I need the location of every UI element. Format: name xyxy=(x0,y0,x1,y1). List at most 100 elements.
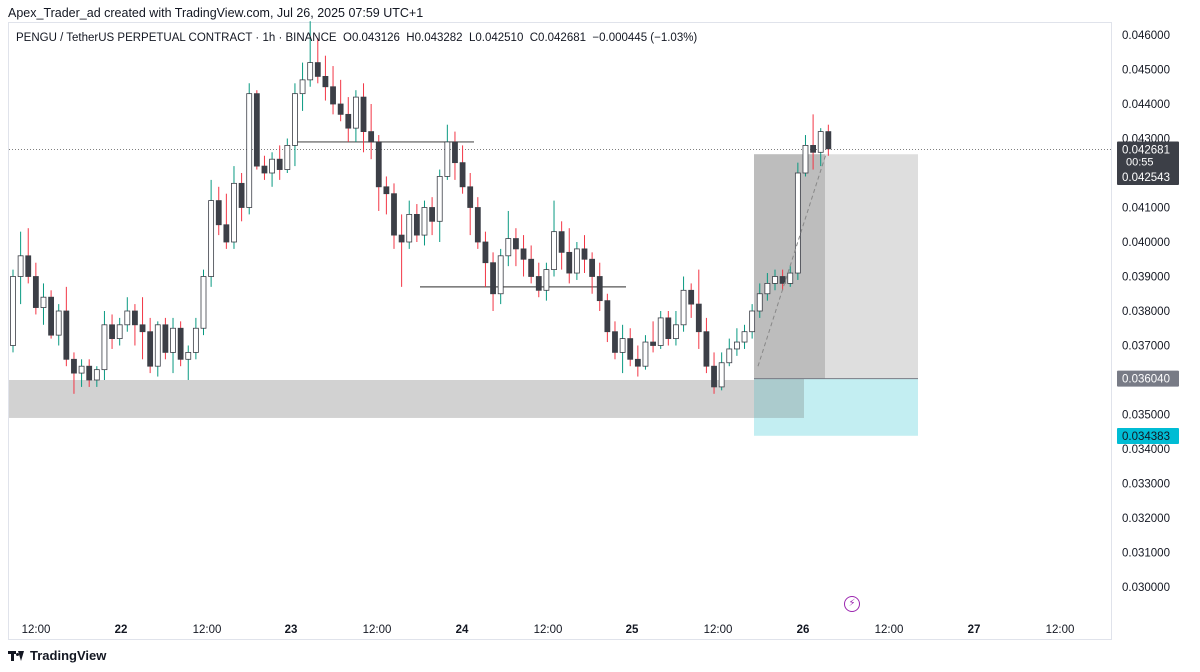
candle-body xyxy=(505,238,512,257)
candle-body xyxy=(10,276,16,346)
candle-body xyxy=(337,103,344,115)
candle-body xyxy=(238,182,245,208)
countdown-label: 00:55 xyxy=(1126,157,1154,169)
candle-body xyxy=(276,158,283,170)
stop-price-label: 0.034383 xyxy=(1122,431,1170,443)
candle-body xyxy=(215,200,222,226)
candle-body xyxy=(810,144,816,153)
x-tick-label: 12:00 xyxy=(22,624,51,636)
candle-body xyxy=(589,258,596,277)
candle-body xyxy=(711,365,717,388)
y-tick-label: 0.045000 xyxy=(1122,65,1170,77)
candle-body xyxy=(269,158,275,174)
candle-body xyxy=(391,193,397,236)
x-tick-label: 25 xyxy=(626,624,639,636)
candle-body xyxy=(596,276,603,302)
candle-body xyxy=(25,255,32,277)
candle-body xyxy=(383,186,390,195)
candle-body xyxy=(688,289,695,305)
candle-body xyxy=(817,131,824,153)
entry-price-label: 0.036040 xyxy=(1122,374,1170,386)
x-tick-label: 26 xyxy=(797,624,810,636)
candle-body xyxy=(703,331,710,367)
position-filled-zone xyxy=(754,154,825,379)
candle-body xyxy=(375,141,382,188)
candle-body xyxy=(261,165,268,174)
candle-body xyxy=(307,62,314,81)
candle-body xyxy=(802,144,809,174)
candle-body xyxy=(284,144,291,170)
candle-body xyxy=(695,303,702,333)
candle-body xyxy=(246,93,253,208)
x-tick-label: 12:00 xyxy=(875,624,904,636)
candle-body xyxy=(322,76,329,88)
candle-body xyxy=(741,331,748,343)
candle-body xyxy=(55,310,62,336)
candle-body xyxy=(200,276,207,329)
lightning-icon[interactable]: ⚡ xyxy=(844,596,860,612)
candle-body xyxy=(154,324,161,367)
candle-body xyxy=(32,276,39,308)
candle-body xyxy=(543,269,550,291)
x-tick-label: 24 xyxy=(456,624,469,636)
candle-body xyxy=(779,276,786,284)
high-value: 0.043282 xyxy=(414,32,463,44)
candle-body xyxy=(101,324,108,371)
chart-watermark-text: Apex_Trader_ad created with TradingView.… xyxy=(8,6,424,20)
candle-body xyxy=(368,131,375,143)
candle-body xyxy=(528,258,535,277)
candle-body xyxy=(513,238,519,250)
candle-body xyxy=(794,172,801,274)
candle-body xyxy=(474,207,481,243)
current-price-label: 0.042681 xyxy=(1122,145,1170,157)
candle-body xyxy=(299,79,306,95)
candle-body xyxy=(551,231,557,270)
chart-frame xyxy=(8,22,1112,640)
open-label: O xyxy=(342,32,352,44)
close-value: 0.042681 xyxy=(538,32,587,44)
candle-body xyxy=(170,327,176,353)
low-value: 0.042510 xyxy=(475,32,524,44)
x-tick-label: 12:00 xyxy=(1046,624,1075,636)
candle-body xyxy=(452,141,458,164)
current-price-label-bg xyxy=(1117,141,1179,176)
stop-price-label-bg xyxy=(1117,428,1179,444)
candle-body xyxy=(566,251,573,274)
open-value: 0.043126 xyxy=(351,32,400,44)
y-tick-label: 0.046000 xyxy=(1122,30,1170,42)
y-tick-label: 0.038000 xyxy=(1122,306,1170,318)
y-tick-label: 0.034000 xyxy=(1122,444,1170,456)
candle-body xyxy=(139,324,146,333)
candle-body xyxy=(413,213,420,236)
candle-body xyxy=(330,86,336,105)
candle-body xyxy=(642,341,649,367)
candle-body xyxy=(429,207,436,222)
candle-body xyxy=(764,282,771,295)
close-label: C xyxy=(529,32,539,44)
candle-body xyxy=(223,224,230,243)
x-tick-label: 12:00 xyxy=(534,624,563,636)
candle-body xyxy=(360,96,367,132)
candle-body xyxy=(573,248,580,274)
low-label: L xyxy=(468,32,476,44)
candle-body xyxy=(345,113,352,129)
candle-body xyxy=(78,365,85,374)
y-tick-label: 0.033000 xyxy=(1122,479,1170,491)
candle-body xyxy=(132,310,138,326)
candle-body xyxy=(665,317,672,339)
candle-body xyxy=(124,310,131,326)
trade-path-line xyxy=(757,153,827,367)
entry-price-label-bg xyxy=(1117,370,1179,387)
tradingview-logo-icon xyxy=(8,650,24,661)
position-overlap-zone xyxy=(754,378,804,418)
candle-body xyxy=(185,351,192,360)
candle-body xyxy=(63,310,70,360)
x-tick-label: 27 xyxy=(968,624,981,636)
x-tick-label: 12:00 xyxy=(193,624,222,636)
candle-body xyxy=(162,324,169,353)
change-value: −0.000445 (−1.03%) xyxy=(592,32,698,44)
candle-body xyxy=(490,262,496,295)
candle-body xyxy=(520,248,527,260)
footer-brand[interactable]: TradingView xyxy=(8,648,106,663)
